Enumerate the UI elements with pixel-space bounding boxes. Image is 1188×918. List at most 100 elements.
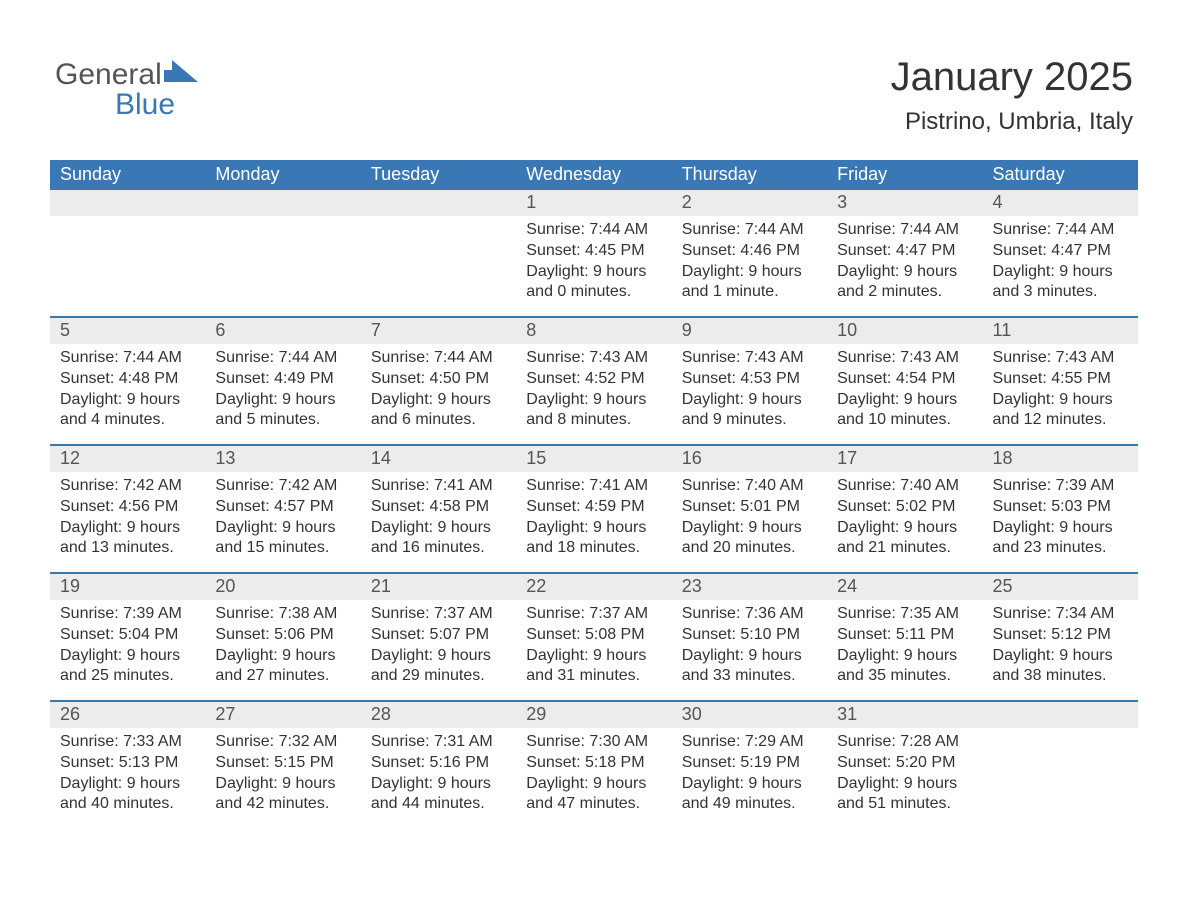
sunset-text: Sunset: 5:18 PM <box>526 753 661 774</box>
sunset-text: Sunset: 4:50 PM <box>371 369 506 390</box>
sunrise-text: Sunrise: 7:39 AM <box>60 604 195 625</box>
daylight-line2: and 10 minutes. <box>837 410 972 431</box>
daylight-line2: and 33 minutes. <box>682 666 817 687</box>
day-body: Sunrise: 7:41 AMSunset: 4:59 PMDaylight:… <box>516 472 671 559</box>
day-body: Sunrise: 7:42 AMSunset: 4:56 PMDaylight:… <box>50 472 205 559</box>
daylight-line1: Daylight: 9 hours <box>215 518 350 539</box>
sunrise-text: Sunrise: 7:40 AM <box>682 476 817 497</box>
day-cell: 1Sunrise: 7:44 AMSunset: 4:45 PMDaylight… <box>516 188 671 316</box>
sunrise-text: Sunrise: 7:34 AM <box>993 604 1128 625</box>
day-body: Sunrise: 7:40 AMSunset: 5:01 PMDaylight:… <box>672 472 827 559</box>
day-number: 28 <box>361 700 516 728</box>
day-body: Sunrise: 7:39 AMSunset: 5:04 PMDaylight:… <box>50 600 205 687</box>
daylight-line2: and 1 minute. <box>682 282 817 303</box>
day-number: 7 <box>361 316 516 344</box>
sunrise-text: Sunrise: 7:41 AM <box>371 476 506 497</box>
day-cell <box>50 188 205 316</box>
daylight-line1: Daylight: 9 hours <box>837 646 972 667</box>
day-body: Sunrise: 7:41 AMSunset: 4:58 PMDaylight:… <box>361 472 516 559</box>
day-number: 13 <box>205 444 360 472</box>
daylight-line1: Daylight: 9 hours <box>526 774 661 795</box>
day-body: Sunrise: 7:39 AMSunset: 5:03 PMDaylight:… <box>983 472 1138 559</box>
day-cell: 31Sunrise: 7:28 AMSunset: 5:20 PMDayligh… <box>827 700 982 828</box>
day-number: 16 <box>672 444 827 472</box>
calendar-week: 12Sunrise: 7:42 AMSunset: 4:56 PMDayligh… <box>50 444 1138 572</box>
day-cell: 21Sunrise: 7:37 AMSunset: 5:07 PMDayligh… <box>361 572 516 700</box>
sunrise-text: Sunrise: 7:43 AM <box>682 348 817 369</box>
daylight-line1: Daylight: 9 hours <box>526 518 661 539</box>
day-number: 14 <box>361 444 516 472</box>
daylight-line2: and 12 minutes. <box>993 410 1128 431</box>
weeks-container: 1Sunrise: 7:44 AMSunset: 4:45 PMDaylight… <box>50 188 1138 828</box>
sunrise-text: Sunrise: 7:44 AM <box>526 220 661 241</box>
day-cell: 10Sunrise: 7:43 AMSunset: 4:54 PMDayligh… <box>827 316 982 444</box>
sunset-text: Sunset: 5:15 PM <box>215 753 350 774</box>
sunset-text: Sunset: 5:20 PM <box>837 753 972 774</box>
day-cell: 25Sunrise: 7:34 AMSunset: 5:12 PMDayligh… <box>983 572 1138 700</box>
day-cell: 15Sunrise: 7:41 AMSunset: 4:59 PMDayligh… <box>516 444 671 572</box>
sunrise-text: Sunrise: 7:43 AM <box>837 348 972 369</box>
day-number: 9 <box>672 316 827 344</box>
day-number <box>983 700 1138 728</box>
day-cell: 11Sunrise: 7:43 AMSunset: 4:55 PMDayligh… <box>983 316 1138 444</box>
day-body: Sunrise: 7:44 AMSunset: 4:46 PMDaylight:… <box>672 216 827 303</box>
day-number: 11 <box>983 316 1138 344</box>
day-body: Sunrise: 7:35 AMSunset: 5:11 PMDaylight:… <box>827 600 982 687</box>
daylight-line1: Daylight: 9 hours <box>215 646 350 667</box>
daylight-line1: Daylight: 9 hours <box>682 390 817 411</box>
daylight-line2: and 25 minutes. <box>60 666 195 687</box>
day-cell: 19Sunrise: 7:39 AMSunset: 5:04 PMDayligh… <box>50 572 205 700</box>
day-number: 1 <box>516 188 671 216</box>
day-cell: 2Sunrise: 7:44 AMSunset: 4:46 PMDaylight… <box>672 188 827 316</box>
daylight-line2: and 35 minutes. <box>837 666 972 687</box>
sunrise-text: Sunrise: 7:44 AM <box>682 220 817 241</box>
day-number: 25 <box>983 572 1138 600</box>
daylight-line2: and 2 minutes. <box>837 282 972 303</box>
sunrise-text: Sunrise: 7:29 AM <box>682 732 817 753</box>
daylight-line2: and 8 minutes. <box>526 410 661 431</box>
day-cell: 16Sunrise: 7:40 AMSunset: 5:01 PMDayligh… <box>672 444 827 572</box>
daylight-line1: Daylight: 9 hours <box>215 390 350 411</box>
day-number: 2 <box>672 188 827 216</box>
generalblue-logo: General Blue <box>55 60 198 120</box>
day-body: Sunrise: 7:36 AMSunset: 5:10 PMDaylight:… <box>672 600 827 687</box>
sunset-text: Sunset: 5:10 PM <box>682 625 817 646</box>
daylight-line1: Daylight: 9 hours <box>682 262 817 283</box>
daylight-line2: and 42 minutes. <box>215 794 350 815</box>
sunrise-text: Sunrise: 7:32 AM <box>215 732 350 753</box>
sunrise-text: Sunrise: 7:44 AM <box>60 348 195 369</box>
day-cell: 5Sunrise: 7:44 AMSunset: 4:48 PMDaylight… <box>50 316 205 444</box>
sunset-text: Sunset: 5:07 PM <box>371 625 506 646</box>
weekday-header-row: Sunday Monday Tuesday Wednesday Thursday… <box>50 160 1138 188</box>
sunrise-text: Sunrise: 7:31 AM <box>371 732 506 753</box>
daylight-line2: and 13 minutes. <box>60 538 195 559</box>
daylight-line2: and 31 minutes. <box>526 666 661 687</box>
day-number: 6 <box>205 316 360 344</box>
sunrise-text: Sunrise: 7:38 AM <box>215 604 350 625</box>
sunset-text: Sunset: 5:13 PM <box>60 753 195 774</box>
day-body: Sunrise: 7:44 AMSunset: 4:47 PMDaylight:… <box>827 216 982 303</box>
daylight-line2: and 21 minutes. <box>837 538 972 559</box>
daylight-line1: Daylight: 9 hours <box>837 262 972 283</box>
day-body: Sunrise: 7:28 AMSunset: 5:20 PMDaylight:… <box>827 728 982 815</box>
day-cell: 8Sunrise: 7:43 AMSunset: 4:52 PMDaylight… <box>516 316 671 444</box>
day-number: 20 <box>205 572 360 600</box>
day-body: Sunrise: 7:44 AMSunset: 4:47 PMDaylight:… <box>983 216 1138 303</box>
sunrise-text: Sunrise: 7:37 AM <box>526 604 661 625</box>
sunset-text: Sunset: 5:04 PM <box>60 625 195 646</box>
sunset-text: Sunset: 4:49 PM <box>215 369 350 390</box>
daylight-line1: Daylight: 9 hours <box>682 646 817 667</box>
sunrise-text: Sunrise: 7:44 AM <box>993 220 1128 241</box>
sunset-text: Sunset: 5:02 PM <box>837 497 972 518</box>
daylight-line2: and 27 minutes. <box>215 666 350 687</box>
daylight-line1: Daylight: 9 hours <box>993 518 1128 539</box>
daylight-line1: Daylight: 9 hours <box>993 390 1128 411</box>
daylight-line2: and 23 minutes. <box>993 538 1128 559</box>
sunset-text: Sunset: 4:48 PM <box>60 369 195 390</box>
day-body: Sunrise: 7:43 AMSunset: 4:53 PMDaylight:… <box>672 344 827 431</box>
weekday-header: Friday <box>827 160 982 189</box>
sunset-text: Sunset: 4:47 PM <box>993 241 1128 262</box>
sunset-text: Sunset: 5:08 PM <box>526 625 661 646</box>
day-number: 24 <box>827 572 982 600</box>
daylight-line1: Daylight: 9 hours <box>60 518 195 539</box>
